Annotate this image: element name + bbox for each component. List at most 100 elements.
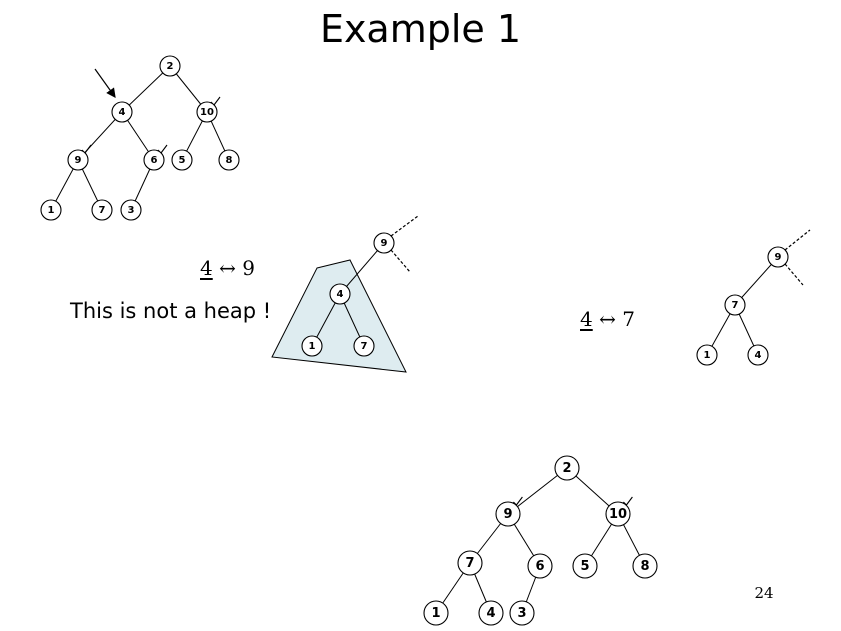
tree-node: 9 [67,149,89,171]
node-label: 5 [580,559,589,574]
node-label: 5 [179,155,186,166]
slide-title: Example 1 [319,7,522,51]
node-label: 9 [775,252,782,263]
node-circle [747,344,769,366]
node-circle [495,501,521,527]
node-label: 1 [48,205,55,216]
node-label: 9 [75,155,82,166]
tree-node: 9 [373,232,395,254]
tree-node: 2 [159,55,181,77]
tree-node: 6 [527,553,553,579]
node-label: 7 [732,300,739,311]
tree-node: 7 [353,335,375,357]
tree-node: 9 [767,246,789,268]
node-label: 4 [119,107,126,118]
swap-1-to: 9 [242,256,255,280]
tree-node: 3 [120,199,142,221]
node-label: 1 [431,606,440,621]
node-circle [767,246,789,268]
tree-node: 5 [572,553,598,579]
node-circle [159,55,181,77]
node-circle [111,101,133,123]
tree-node: 8 [218,149,240,171]
node-label: 1 [309,341,316,352]
tree-node: 7 [457,550,483,576]
node-circle [67,149,89,171]
node-label: 2 [167,61,174,72]
node-label: 8 [226,155,233,166]
pointer-arrow-icon [94,68,116,98]
node-circle [218,149,240,171]
tree-edge [339,242,385,295]
swap-2-from: 4 [580,307,593,331]
node-circle [143,149,165,171]
node-circle [527,553,553,579]
continuation-edge [784,263,804,286]
tree-node: 9 [495,501,521,527]
node-label: 10 [609,507,627,522]
tree-node: 4 [747,344,769,366]
swap-arrow-icon: ↔ [219,256,236,280]
node-label: 4 [755,350,762,361]
tree-node: 6 [143,149,165,171]
node-label: 10 [200,107,214,118]
node-circle [171,149,193,171]
node-circle [572,553,598,579]
swap-1-from: 4 [200,256,213,280]
swap-arrow-icon: ↔ [599,307,616,331]
node-label: 7 [361,341,368,352]
continuation-edge [390,215,419,237]
tree-node: 4 [111,101,133,123]
node-circle [353,335,375,357]
node-circle [91,199,113,221]
tree-node: 5 [171,149,193,171]
tree-node: 1 [40,199,62,221]
tree-node: 4 [478,600,504,626]
node-circle [329,283,351,305]
node-circle [423,600,449,626]
node-label: 4 [337,289,344,300]
swap-label-1: 4 ↔ 9 [200,256,255,280]
node-label: 4 [486,606,495,621]
node-circle [478,600,504,626]
swap-label-2: 4 ↔ 7 [580,307,635,331]
node-circle [373,232,395,254]
node-circle [696,344,718,366]
tree-node: 7 [724,294,746,316]
node-label: 3 [517,606,526,621]
node-label: 2 [562,461,571,476]
swap-2-to: 7 [622,307,635,331]
node-circle [301,335,323,357]
node-circle [554,455,580,481]
continuation-edge [784,229,811,251]
node-circle [196,101,218,123]
node-circle [509,600,535,626]
node-label: 8 [640,559,649,574]
tree-edge [734,256,779,306]
node-circle [724,294,746,316]
node-label: 7 [99,205,106,216]
tree-node: 1 [696,344,718,366]
tree-node: 2 [554,455,580,481]
node-label: 9 [503,507,512,522]
not-heap-note: This is not a heap ! [70,299,272,323]
tree-edge [121,65,171,113]
node-circle [120,199,142,221]
tree-node: 7 [91,199,113,221]
tree-node: 10 [196,101,218,123]
node-circle [632,553,658,579]
node-circle [40,199,62,221]
node-label: 9 [381,238,388,249]
tree-node: 8 [632,553,658,579]
tree-node: 4 [329,283,351,305]
not-heap-highlight [271,259,407,373]
tree-edge [77,111,123,161]
node-label: 7 [465,556,474,571]
continuation-edge [390,249,411,273]
tree-node: 1 [423,600,449,626]
slide-number: 24 [754,584,774,602]
node-circle [457,550,483,576]
node-circle [605,501,631,527]
node-label: 1 [704,350,711,361]
